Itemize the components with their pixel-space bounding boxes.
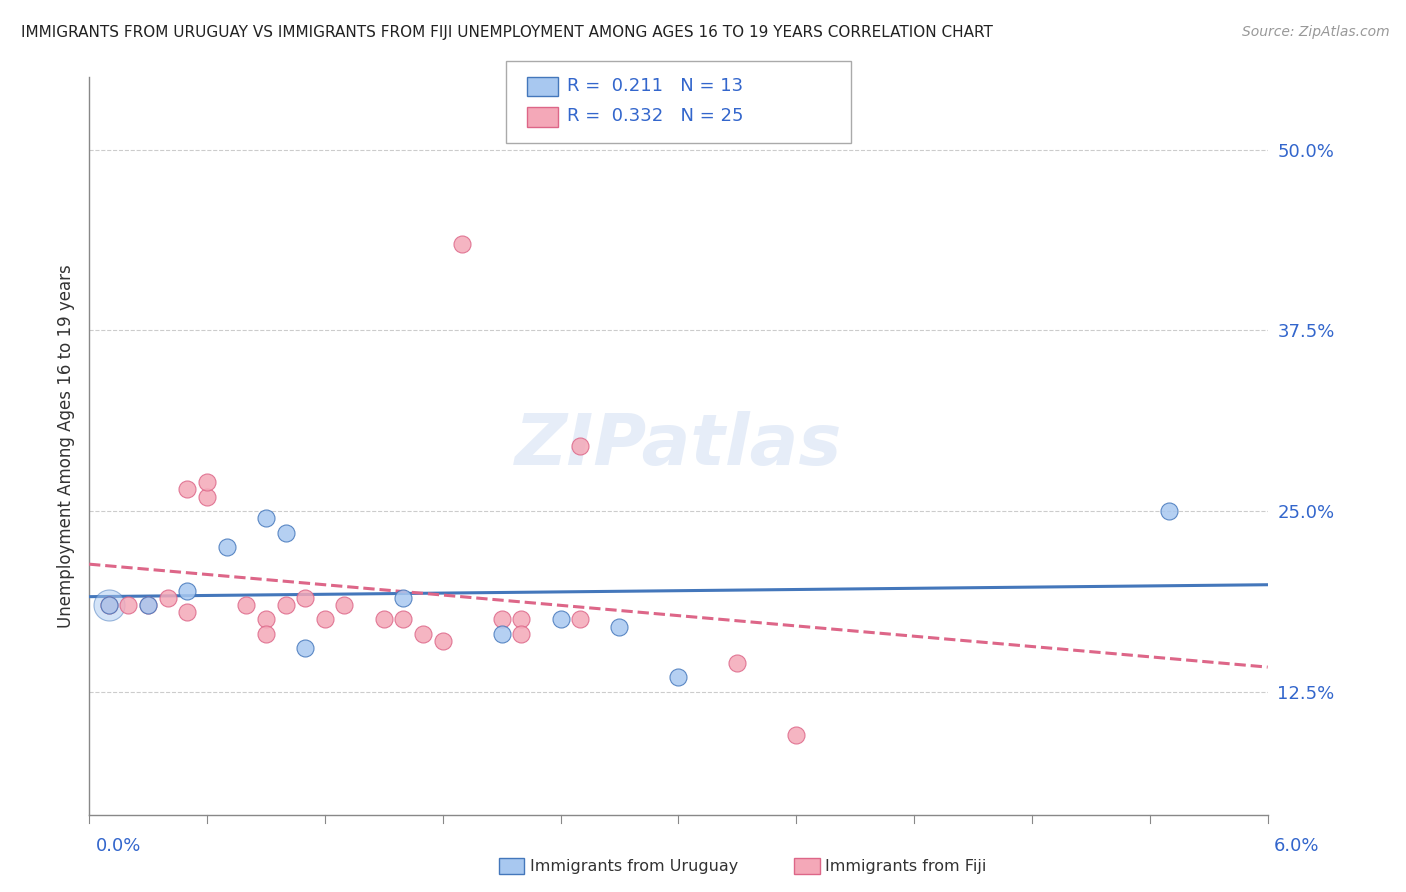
Y-axis label: Unemployment Among Ages 16 to 19 years: Unemployment Among Ages 16 to 19 years <box>58 264 75 628</box>
Point <box>195 475 218 490</box>
Point <box>412 627 434 641</box>
Point <box>274 525 297 540</box>
Text: ZIPatlas: ZIPatlas <box>515 411 842 481</box>
Text: R =  0.332   N = 25: R = 0.332 N = 25 <box>567 107 744 125</box>
Point <box>274 598 297 612</box>
Point <box>215 540 238 554</box>
Point <box>117 598 139 612</box>
Point <box>373 612 395 626</box>
Point <box>254 612 277 626</box>
Point <box>97 598 120 612</box>
Point <box>491 627 513 641</box>
Point <box>195 490 218 504</box>
Point <box>136 598 159 612</box>
Point <box>451 236 474 251</box>
Point <box>314 612 336 626</box>
Point <box>432 634 454 648</box>
Point <box>97 598 120 612</box>
Point <box>550 612 572 626</box>
Point <box>569 439 592 453</box>
Point <box>491 612 513 626</box>
Point <box>392 591 415 605</box>
Point <box>176 583 198 598</box>
Point <box>136 598 159 612</box>
Point <box>235 598 257 612</box>
Point <box>569 612 592 626</box>
Text: R =  0.211   N = 13: R = 0.211 N = 13 <box>567 77 742 95</box>
Point <box>294 641 316 656</box>
Text: Immigrants from Fiji: Immigrants from Fiji <box>825 859 987 873</box>
Point <box>609 620 631 634</box>
Point <box>254 511 277 525</box>
Point <box>725 656 748 670</box>
Text: 0.0%: 0.0% <box>96 837 141 855</box>
Point <box>1159 504 1181 518</box>
Point <box>97 598 120 612</box>
Point <box>333 598 356 612</box>
Point <box>294 591 316 605</box>
Point <box>254 627 277 641</box>
Point <box>392 612 415 626</box>
Point <box>510 612 533 626</box>
Point <box>176 605 198 619</box>
Point <box>666 670 689 684</box>
Point <box>176 483 198 497</box>
Point <box>510 627 533 641</box>
Text: Source: ZipAtlas.com: Source: ZipAtlas.com <box>1241 25 1389 39</box>
Point <box>156 591 179 605</box>
Text: Immigrants from Uruguay: Immigrants from Uruguay <box>530 859 738 873</box>
Point <box>785 728 807 742</box>
Text: IMMIGRANTS FROM URUGUAY VS IMMIGRANTS FROM FIJI UNEMPLOYMENT AMONG AGES 16 TO 19: IMMIGRANTS FROM URUGUAY VS IMMIGRANTS FR… <box>21 25 993 40</box>
Text: 6.0%: 6.0% <box>1274 837 1319 855</box>
